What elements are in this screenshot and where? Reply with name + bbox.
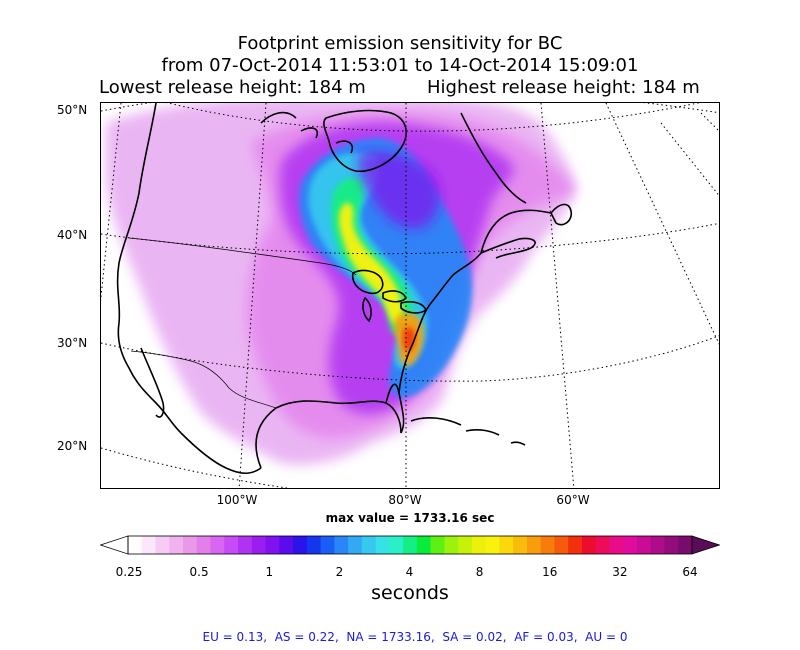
west-coast — [116, 103, 182, 434]
colorbar-tick-label: 8 — [475, 565, 484, 579]
coastlines — [116, 103, 573, 475]
meridian-100w — [238, 103, 267, 488]
colorbar-cell — [568, 536, 583, 554]
colorbar-under-arrow — [100, 535, 129, 555]
colorbar-cell — [320, 536, 335, 554]
colorbar-label: seconds — [371, 582, 449, 604]
colorbar-cell — [334, 536, 349, 554]
colorbar-cell — [581, 536, 597, 554]
lat-label-40n: 40°N — [57, 228, 88, 242]
lon-label-80w: 80°W — [388, 493, 422, 507]
colorbar-cell — [678, 536, 693, 554]
meridian-40w — [660, 122, 719, 197]
colorbar-tick-label: 2 — [335, 565, 344, 579]
lat-label-30n: 30°N — [57, 336, 88, 350]
colorbar-tick-label: 0.5 — [189, 565, 209, 579]
colorbar-cell — [650, 536, 666, 554]
colorbar-cell — [224, 536, 239, 554]
colorbar — [100, 535, 720, 555]
colorbar-tick-label: 64 — [682, 565, 698, 579]
colorbar-cell — [306, 536, 322, 554]
colorbar-outline — [127, 535, 693, 555]
us-mexico-border — [130, 350, 277, 409]
colorbar-cell — [485, 536, 501, 554]
colorbar-tick-label: 16 — [542, 565, 558, 579]
colorbar-cell — [444, 536, 459, 554]
colorbar-cell — [361, 536, 377, 554]
max-value-label: max value = 1733.16 sec — [325, 511, 495, 525]
colorbar-cell — [471, 536, 487, 554]
title-line-2: from 07-Oct-2014 11:53:01 to 14-Oct-2014… — [161, 55, 639, 76]
colorbar-cell — [196, 536, 212, 554]
parallel-20n — [101, 447, 291, 488]
colorbar-tick-label: 32 — [612, 565, 628, 579]
gulf-coast — [255, 400, 402, 469]
region-stats: EU = 0.13, AS = 0.22, NA = 1733.16, SA =… — [202, 630, 628, 644]
colorbar-cell — [430, 536, 445, 554]
colorbar-tick-label: 1 — [265, 565, 274, 579]
colorbar-cell — [183, 536, 198, 554]
colorbar-cell — [609, 536, 624, 554]
map-plot — [101, 103, 719, 488]
highest-release-height: Highest release height: 184 m — [427, 77, 700, 98]
lat-label-20n: 20°N — [57, 439, 88, 453]
labrador-coast — [460, 112, 527, 204]
hudson-bay — [323, 109, 407, 173]
caribbean-islands — [410, 416, 526, 446]
lowest-release-height: Lowest release height: 184 m — [99, 77, 366, 98]
footprint-map: NILU — [100, 102, 720, 489]
colorbar-cell — [664, 536, 679, 554]
colorbar-cells — [128, 536, 693, 554]
mexico-coast — [180, 432, 262, 475]
colorbar-cell — [141, 536, 157, 554]
colorbar-tick-label: 4 — [405, 565, 414, 579]
nova-scotia — [480, 237, 536, 259]
arctic-islands — [260, 111, 354, 154]
colorbar-cell — [623, 536, 638, 554]
colorbar-cell — [526, 536, 542, 554]
colorbar-cell — [636, 536, 652, 554]
colorbar-cell — [279, 536, 294, 554]
colorbar-over-arrow — [691, 535, 720, 555]
colorbar-cell — [513, 536, 528, 554]
meridian-60w — [540, 103, 575, 488]
meridian-50w — [605, 103, 719, 345]
meridian-30w — [700, 112, 719, 132]
colorbar-cell — [554, 536, 569, 554]
colorbar-cell — [251, 536, 267, 554]
colorbar-cell — [540, 536, 556, 554]
colorbar-cell — [238, 536, 253, 554]
colorbar-cell — [389, 536, 404, 554]
colorbar-cell — [499, 536, 514, 554]
lon-label-60w: 60°W — [556, 493, 590, 507]
country-borders — [130, 350, 277, 409]
parallel-60n — [166, 103, 701, 132]
great-lakes — [351, 269, 427, 322]
colorbar-tick-label: 0.25 — [115, 565, 143, 579]
baja-california — [140, 347, 165, 418]
sensitivity-field — [106, 103, 576, 465]
colorbar-cell — [416, 536, 432, 554]
lon-label-100w: 100°W — [216, 493, 258, 507]
gulf-st-lawrence — [480, 209, 552, 254]
colorbar-cell — [403, 536, 418, 554]
colorbar-cell — [293, 536, 308, 554]
colorbar-cell — [265, 536, 280, 554]
title-line-1: Footprint emission sensitivity for BC — [237, 33, 563, 54]
us-canada-border — [128, 237, 357, 276]
colorbar-cell — [155, 536, 170, 554]
colorbar-cell — [375, 536, 390, 554]
colorbar-cell — [210, 536, 225, 554]
colorbar-cell — [348, 536, 363, 554]
field-dark-center — [357, 151, 441, 229]
colorbar-cell — [128, 536, 143, 554]
colorbar-cell — [458, 536, 473, 554]
colorbar-cell — [595, 536, 611, 554]
newfoundland — [550, 203, 573, 226]
colorbar-cell — [169, 536, 184, 554]
east-coast — [398, 252, 482, 394]
lat-label-50n: 50°N — [57, 103, 88, 117]
field-yellow — [338, 202, 404, 325]
